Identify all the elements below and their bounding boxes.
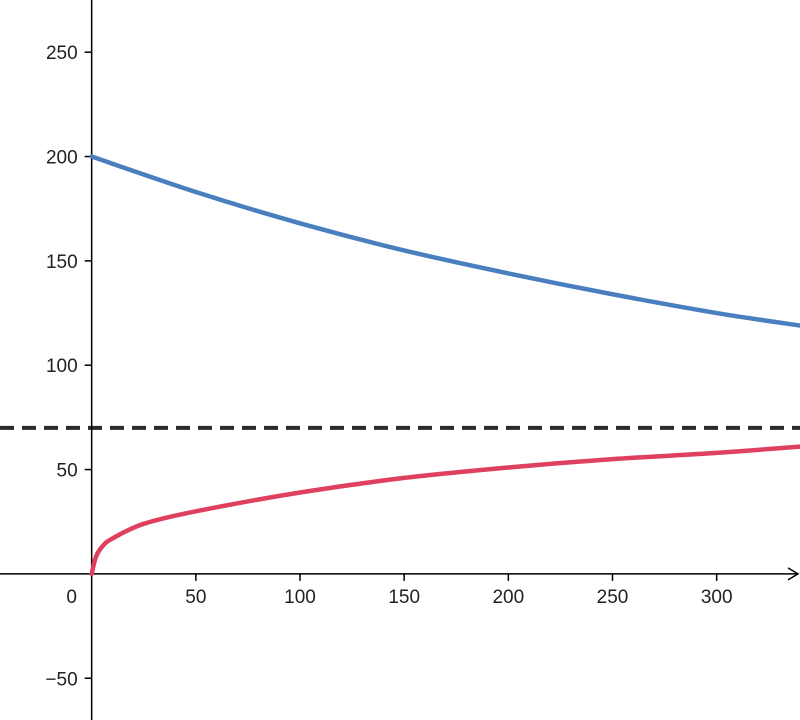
y-tick-label: 150	[46, 252, 78, 273]
y-tick-label: 200	[46, 148, 78, 169]
x-tick-label: 150	[388, 587, 420, 608]
y-tick-label: 250	[46, 43, 78, 64]
y-tick-label: 50	[57, 461, 78, 482]
x-tick-label: 0	[66, 587, 77, 608]
series-line-1	[89, 444, 800, 577]
x-tick-label: 50	[185, 587, 206, 608]
y-tick-label: −50	[45, 669, 77, 690]
x-tick-label: 200	[492, 587, 524, 608]
x-axis-arrow-icon	[787, 567, 800, 581]
x-tick-label: 300	[701, 587, 733, 608]
ticks	[84, 51, 718, 680]
y-tick-label: 100	[46, 356, 78, 377]
tick-labels: 0 50 100 150 200 250 300 −50 50 100 150 200 250	[45, 43, 732, 690]
x-tick-label: 250	[597, 587, 629, 608]
x-tick-label: 100	[284, 587, 316, 608]
series-lines	[89, 154, 800, 577]
series-line-0	[89, 154, 800, 328]
